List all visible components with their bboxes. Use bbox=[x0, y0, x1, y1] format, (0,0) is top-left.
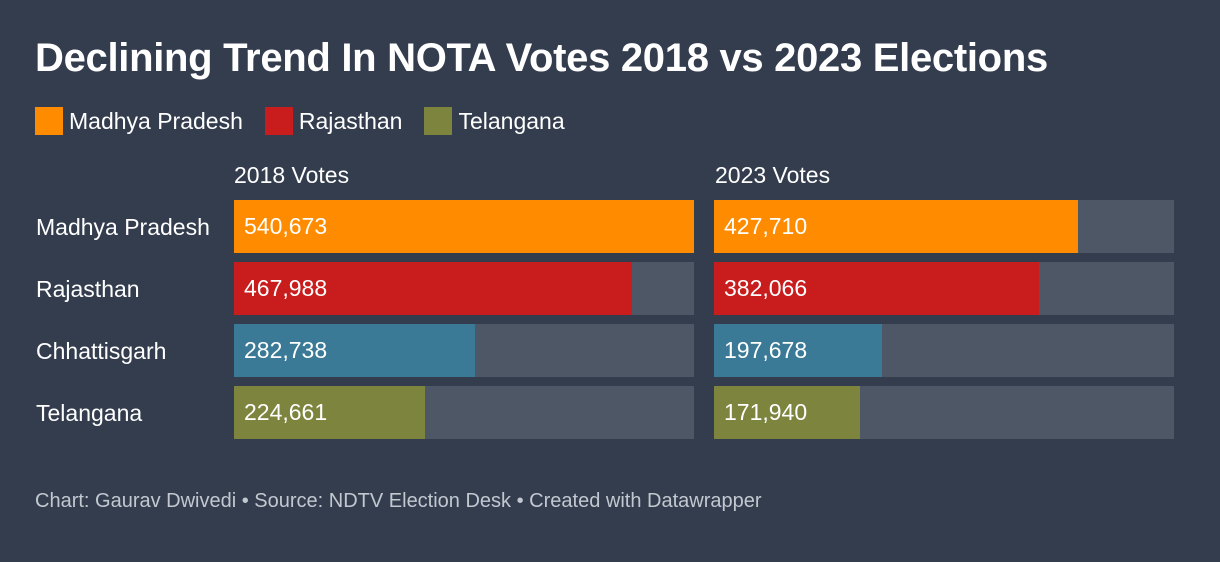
bar-track-rajasthan-2018: 467,988 bbox=[234, 262, 694, 315]
column-header-2018: 2018 Votes bbox=[234, 162, 350, 188]
bar-track-telangana-2018: 224,661 bbox=[234, 386, 694, 439]
legend-label: Madhya Pradesh bbox=[69, 107, 243, 134]
row-label-telangana: Telangana bbox=[36, 400, 143, 426]
bar-rajasthan-2018 bbox=[234, 262, 632, 315]
bar-chhattisgarh-2018 bbox=[234, 324, 475, 377]
bar-madhya-pradesh-2018 bbox=[234, 200, 694, 253]
bar-value-label: 282,738 bbox=[244, 337, 328, 363]
row-label-rajasthan: Rajasthan bbox=[36, 276, 140, 302]
legend-swatch bbox=[264, 107, 293, 135]
bar-madhya-pradesh-2023 bbox=[714, 200, 1078, 253]
column-header-2023: 2023 Votes bbox=[715, 162, 831, 188]
chart-title: Declining Trend In NOTA Votes 2018 vs 20… bbox=[35, 36, 1048, 80]
legend-item-rajasthan: Rajasthan bbox=[264, 107, 403, 135]
bar-track-madhya-pradesh-2018: 540,673 bbox=[234, 200, 694, 253]
row-label-madhya-pradesh: Madhya Pradesh bbox=[36, 214, 210, 240]
bar-value-label: 171,940 bbox=[724, 399, 808, 425]
bar-track-telangana-2023: 171,940 bbox=[714, 386, 1174, 439]
legend-label: Rajasthan bbox=[298, 107, 403, 134]
legend-item-madhya-pradesh: Madhya Pradesh bbox=[35, 107, 243, 135]
legend-swatch bbox=[35, 107, 63, 135]
bar-track-madhya-pradesh-2023: 427,710 bbox=[714, 200, 1174, 253]
bar-value-label: 540,673 bbox=[244, 213, 328, 239]
bar-value-label: 197,678 bbox=[724, 337, 808, 363]
legend: Madhya Pradesh Rajasthan Telangana bbox=[35, 106, 587, 136]
bar-value-label: 382,066 bbox=[724, 275, 808, 301]
bar-value-label: 224,661 bbox=[244, 399, 328, 425]
row-label-chhattisgarh: Chhattisgarh bbox=[36, 338, 167, 364]
bar-telangana-2018 bbox=[234, 386, 425, 439]
legend-swatch bbox=[424, 107, 453, 135]
bar-telangana-2023 bbox=[714, 386, 860, 439]
legend-item-telangana: Telangana bbox=[424, 107, 565, 135]
bar-rajasthan-2023 bbox=[714, 262, 1039, 315]
footer-credits: Chart: Gaurav Dwivedi • Source: NDTV Ele… bbox=[35, 490, 762, 512]
bar-track-chhattisgarh-2023: 197,678 bbox=[714, 324, 1174, 377]
bar-chhattisgarh-2023 bbox=[714, 324, 882, 377]
bar-value-label: 427,710 bbox=[724, 213, 808, 239]
bar-track-rajasthan-2023: 382,066 bbox=[714, 262, 1174, 315]
legend-label: Telangana bbox=[458, 107, 565, 134]
bar-track-chhattisgarh-2018: 282,738 bbox=[234, 324, 694, 377]
bar-value-label: 467,988 bbox=[244, 275, 328, 301]
